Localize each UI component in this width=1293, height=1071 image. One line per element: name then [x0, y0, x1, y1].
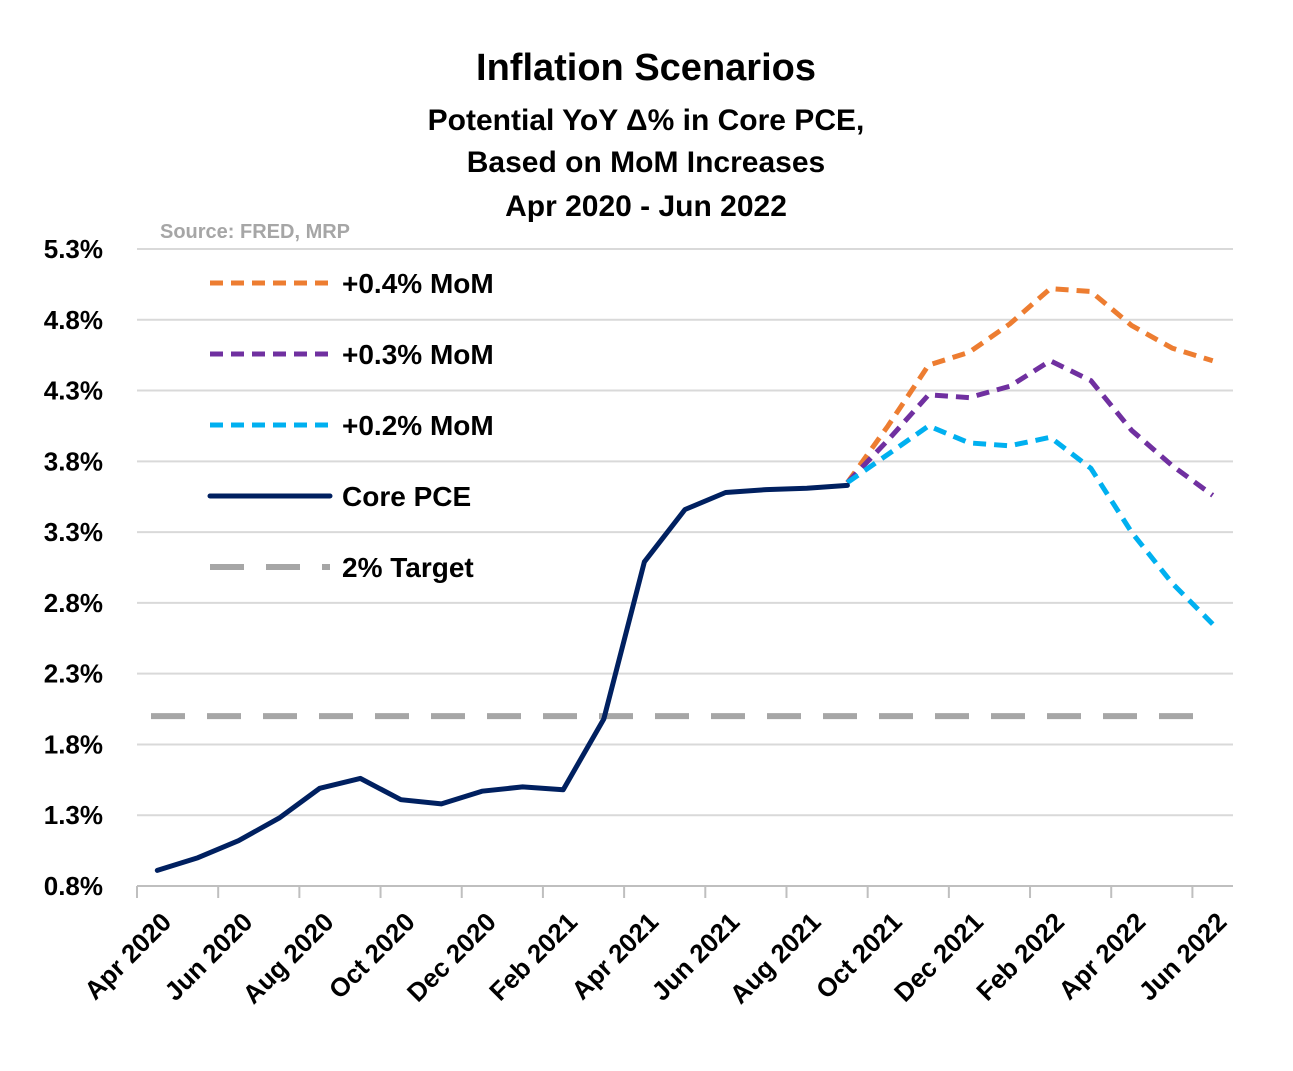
y-tick-label: 2.8%: [44, 588, 103, 618]
y-tick-label: 4.3%: [44, 376, 103, 406]
legend: +0.4% MoM +0.3% MoM +0.2% MoM Core PCE 2% Ta…: [207, 268, 494, 583]
y-tick-label: 4.8%: [44, 305, 103, 335]
y-tick-label: 1.3%: [44, 800, 103, 830]
legend-label: 2% Target: [342, 552, 474, 583]
chart-subtitle-line-2: Based on MoM Increases: [467, 146, 825, 179]
y-axis: 5.3% 4.8% 4.3% 3.8% 3.3% 2.8% 2.3% 1.8% 1.3% 0.8%: [44, 234, 103, 901]
legend-label: +0.3% MoM: [342, 339, 494, 370]
x-tick-label: Apr 2021: [565, 907, 664, 1006]
legend-label: +0.2% MoM: [342, 410, 494, 441]
series-line-0-4-mom: [845, 286, 1214, 485]
y-tick-label: 3.8%: [44, 446, 103, 476]
chart-subtitle-line-1: Potential YoY Δ% in Core PCE,: [428, 104, 865, 137]
series-lines: [151, 286, 1215, 873]
y-tick-label: 2.3%: [44, 659, 103, 689]
y-tick-label: 0.8%: [44, 871, 103, 901]
x-tick-label: Feb 2021: [483, 907, 583, 1007]
series-line-0-2-mom: [845, 423, 1215, 626]
y-tick-label: 1.8%: [44, 729, 103, 759]
y-tick-label: 3.3%: [44, 517, 103, 547]
series-line-0-3-mom: [845, 358, 1215, 498]
legend-label: Core PCE: [342, 481, 471, 512]
x-tick-label: Jun 2022: [1133, 907, 1233, 1007]
x-tick-label: Apr 2022: [1052, 907, 1151, 1006]
source-note: Source: FRED, MRP: [160, 221, 350, 243]
grid-lines: [137, 248, 1233, 817]
chart-subtitle-line-3: Apr 2020 - Jun 2022: [505, 190, 787, 223]
x-tick-label: Apr 2020: [78, 907, 177, 1006]
legend-label: +0.4% MoM: [342, 268, 494, 299]
x-tick-label: Dec 2021: [888, 907, 989, 1008]
series-line-core-pce: [154, 482, 850, 873]
chart-title: Inflation Scenarios: [476, 47, 816, 89]
y-tick-label: 5.3%: [44, 234, 103, 264]
x-tick-label: Feb 2022: [970, 907, 1070, 1007]
x-tick-label: Dec 2020: [401, 907, 502, 1008]
